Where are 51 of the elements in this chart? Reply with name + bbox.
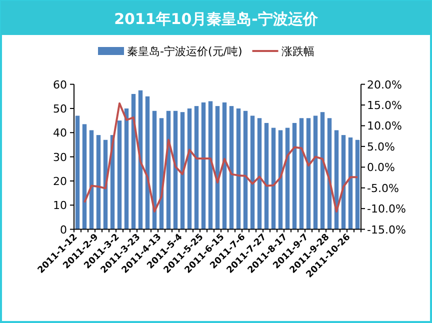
bar bbox=[313, 116, 318, 230]
bar bbox=[194, 106, 199, 230]
bar bbox=[173, 110, 178, 230]
y-tick-label: 50 bbox=[53, 102, 67, 116]
y2-tick-label: -5.0% bbox=[367, 182, 399, 195]
legend-label: 涨跌幅 bbox=[281, 45, 314, 58]
bar bbox=[264, 122, 269, 230]
bar bbox=[236, 108, 241, 230]
chart-title: 2011年10月秦皇岛-宁波运价 bbox=[114, 10, 319, 28]
y2-tick-label: 10.0% bbox=[367, 120, 402, 133]
bar bbox=[208, 101, 213, 230]
y2-tick-label: 20.0% bbox=[367, 78, 402, 92]
y2-tick-label: 5.0% bbox=[367, 140, 395, 154]
bar bbox=[250, 116, 255, 230]
bar bbox=[278, 130, 283, 230]
y-tick-label: 0 bbox=[60, 223, 67, 236]
bar bbox=[82, 124, 87, 230]
legend-label: 秦皇岛-宁波运价(元/吨) bbox=[127, 45, 242, 58]
bar bbox=[271, 128, 276, 230]
bar bbox=[355, 140, 360, 230]
bar bbox=[131, 94, 136, 230]
bar bbox=[243, 110, 248, 230]
y2-tick-label: 0.0% bbox=[367, 161, 395, 174]
bar bbox=[89, 130, 94, 230]
bar bbox=[285, 128, 290, 230]
line-series bbox=[84, 102, 358, 212]
y-tick-label: 60 bbox=[53, 78, 67, 92]
bar bbox=[201, 102, 206, 230]
bar bbox=[306, 118, 311, 230]
bar bbox=[257, 118, 262, 230]
bar bbox=[215, 106, 220, 230]
bar bbox=[222, 102, 227, 230]
bar bbox=[117, 120, 122, 230]
bar bbox=[187, 108, 192, 230]
y-tick-label: 10 bbox=[53, 199, 67, 212]
bar bbox=[292, 122, 297, 230]
bar bbox=[96, 135, 101, 230]
y2-tick-label: 15.0% bbox=[367, 99, 402, 112]
y-tick-label: 40 bbox=[53, 126, 67, 140]
y2-tick-label: -10.0% bbox=[367, 202, 406, 216]
bar bbox=[75, 116, 80, 230]
bar bbox=[180, 112, 185, 230]
bar bbox=[341, 135, 346, 230]
y-tick-label: 30 bbox=[53, 150, 67, 164]
bar bbox=[348, 137, 353, 230]
bar bbox=[229, 106, 234, 230]
y-tick-label: 20 bbox=[53, 174, 67, 188]
bar bbox=[124, 108, 129, 230]
bar bbox=[320, 112, 325, 230]
y2-tick-label: -15.0% bbox=[367, 223, 406, 236]
bar bbox=[299, 118, 304, 230]
